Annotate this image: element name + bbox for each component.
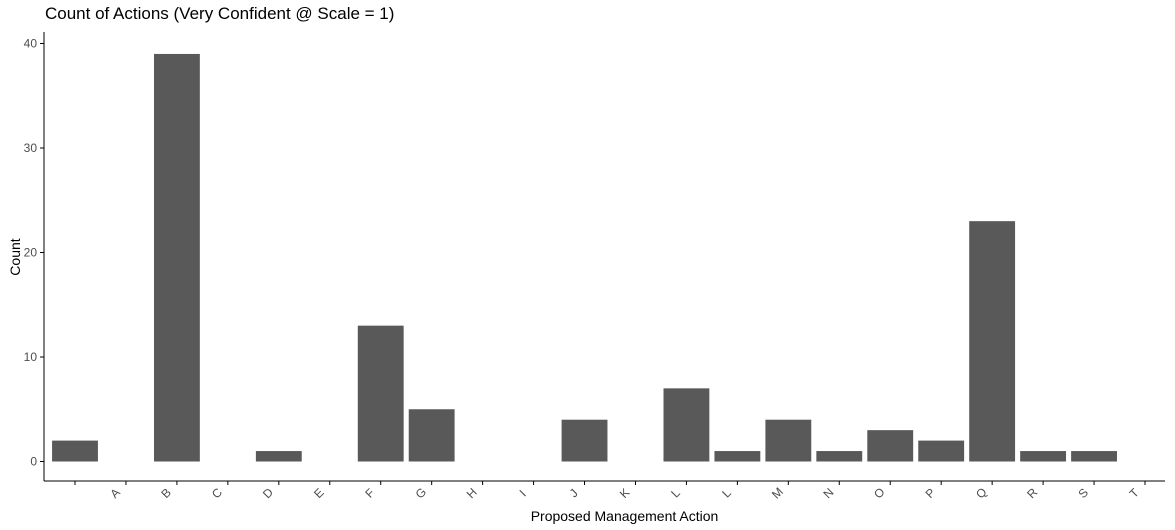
bar-L-12 — [663, 388, 710, 462]
x-tick-label-10: J — [567, 486, 581, 500]
x-tick-label-16: O — [871, 485, 888, 502]
y-tick-label-40: 40 — [24, 37, 38, 51]
x-tick-label-13: L — [719, 486, 734, 501]
x-tick-label-21: T — [1127, 485, 1143, 501]
x-tick-label-17: P — [923, 485, 939, 501]
x-tick-label-9: I — [517, 487, 529, 499]
bar-S-20 — [1071, 451, 1117, 462]
x-tick-label-3: C — [209, 485, 225, 501]
y-axis-title: Count — [7, 238, 23, 275]
x-axis-title: Proposed Management Action — [531, 508, 719, 524]
x-tick-label-20: S — [1075, 485, 1091, 501]
chart-title: Count of Actions (Very Confident @ Scale… — [45, 4, 395, 23]
x-tick-label-11: K — [617, 485, 633, 501]
bar-D-4 — [255, 451, 302, 462]
bar-Q-18 — [969, 221, 1016, 462]
bar-P-17 — [918, 440, 965, 462]
bar-M-14 — [765, 419, 812, 462]
bar-G-7 — [408, 409, 455, 462]
x-tick-label-19: R — [1024, 485, 1040, 501]
y-tick-label-0: 0 — [30, 455, 37, 469]
bar-L-13 — [714, 451, 761, 462]
x-tick-label-2: B — [158, 485, 174, 501]
x-tick-label-14: M — [769, 485, 786, 502]
bar-B-2 — [153, 53, 200, 462]
bar-J-10 — [561, 419, 608, 462]
x-tick-label-18: Q — [973, 485, 990, 502]
bars-group — [52, 53, 1117, 462]
bar-N-15 — [816, 451, 863, 462]
x-tick-label-12: L — [668, 486, 683, 501]
bar-blank-0 — [52, 440, 98, 462]
x-tick-label-15: N — [820, 485, 836, 501]
x-tick-label-5: E — [311, 485, 327, 501]
y-tick-label-20: 20 — [24, 246, 38, 260]
bar-F-6 — [357, 325, 404, 462]
x-tick-label-4: D — [260, 485, 276, 501]
bar-O-16 — [867, 430, 914, 462]
x-tick-label-1: A — [107, 485, 123, 501]
y-tick-label-30: 30 — [24, 141, 38, 155]
y-ticks-group: 0 10 20 30 40 — [24, 37, 44, 469]
bar-R-19 — [1020, 451, 1067, 462]
x-tick-label-7: G — [413, 485, 430, 502]
x-tick-label-8: H — [464, 485, 480, 501]
y-tick-label-10: 10 — [24, 350, 38, 364]
x-tick-label-6: F — [362, 486, 377, 501]
